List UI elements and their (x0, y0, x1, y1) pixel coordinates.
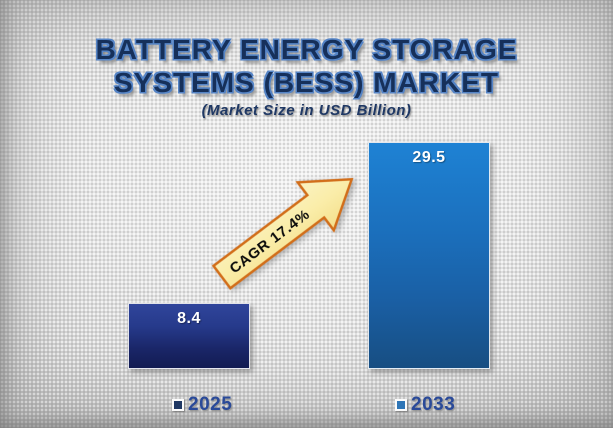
chart-subtitle: (Market Size in USD Billion) (201, 102, 412, 119)
legend-label-2025: 2025 (188, 394, 233, 415)
legend-label-2033: 2033 (411, 394, 456, 415)
legend-swatch-2025-icon (172, 399, 184, 411)
bar-2025: 8.4 (128, 303, 250, 369)
bar-2033: 29.5 (368, 142, 490, 369)
chart-title-block: BATTERY ENERGY STORAGE SYSTEMS (BESS) MA… (0, 33, 613, 119)
cagr-growth-arrow: CAGR 17.4% (201, 152, 372, 303)
bar-2025-value-label: 8.4 (177, 310, 201, 327)
legend-item-2033: 2033 (395, 394, 456, 415)
chart-title-line-2: SYSTEMS (BESS) MARKET (113, 67, 500, 98)
legend-swatch-2033-icon (395, 399, 407, 411)
legend-item-2025: 2025 (172, 394, 233, 415)
chart-title-line-1: BATTERY ENERGY STORAGE (95, 34, 518, 65)
bar-2033-value-label: 29.5 (412, 149, 446, 166)
